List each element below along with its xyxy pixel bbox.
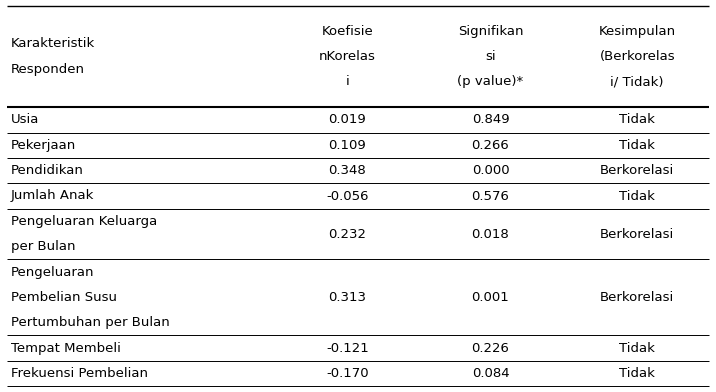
Text: Berkorelasi: Berkorelasi — [600, 291, 674, 304]
Text: (p value)*: (p value)* — [458, 75, 523, 89]
Text: Tidak: Tidak — [619, 341, 655, 355]
Text: Pendidikan: Pendidikan — [11, 164, 84, 177]
Text: Pertumbuhan per Bulan: Pertumbuhan per Bulan — [11, 316, 170, 329]
Text: Karakteristik: Karakteristik — [11, 37, 95, 51]
Text: 0.232: 0.232 — [328, 227, 367, 241]
Text: 0.001: 0.001 — [472, 291, 509, 304]
Text: Tempat Membeli: Tempat Membeli — [11, 341, 120, 355]
Text: Koefisie: Koefisie — [321, 25, 373, 38]
Text: i: i — [345, 75, 349, 89]
Text: Tidak: Tidak — [619, 113, 655, 127]
Text: -0.121: -0.121 — [326, 341, 369, 355]
Text: 0.266: 0.266 — [472, 139, 509, 152]
Text: 0.018: 0.018 — [472, 227, 509, 241]
Text: 0.109: 0.109 — [329, 139, 366, 152]
Text: 0.084: 0.084 — [472, 367, 509, 380]
Text: nKorelas: nKorelas — [319, 50, 376, 63]
Text: -0.170: -0.170 — [326, 367, 369, 380]
Text: Tidak: Tidak — [619, 189, 655, 203]
Text: si: si — [485, 50, 495, 63]
Text: Pembelian Susu: Pembelian Susu — [11, 291, 117, 304]
Text: Responden: Responden — [11, 63, 84, 76]
Text: Jumlah Anak: Jumlah Anak — [11, 189, 94, 203]
Text: Berkorelasi: Berkorelasi — [600, 164, 674, 177]
Text: -0.056: -0.056 — [326, 189, 369, 203]
Text: Pengeluaran Keluarga: Pengeluaran Keluarga — [11, 215, 157, 228]
Text: Tidak: Tidak — [619, 139, 655, 152]
Text: (Berkorelas: (Berkorelas — [599, 50, 675, 63]
Text: 0.313: 0.313 — [328, 291, 367, 304]
Text: Tidak: Tidak — [619, 367, 655, 380]
Text: Pekerjaan: Pekerjaan — [11, 139, 76, 152]
Text: Kesimpulan: Kesimpulan — [599, 25, 676, 38]
Text: 0.348: 0.348 — [329, 164, 366, 177]
Text: i/ Tidak): i/ Tidak) — [611, 75, 664, 89]
Text: per Bulan: per Bulan — [11, 240, 75, 253]
Text: Usia: Usia — [11, 113, 39, 127]
Text: 0.000: 0.000 — [472, 164, 509, 177]
Text: 0.576: 0.576 — [472, 189, 509, 203]
Text: Frekuensi Pembelian: Frekuensi Pembelian — [11, 367, 147, 380]
Text: 0.019: 0.019 — [329, 113, 366, 127]
Text: Pengeluaran: Pengeluaran — [11, 265, 95, 279]
Text: Berkorelasi: Berkorelasi — [600, 227, 674, 241]
Text: 0.226: 0.226 — [472, 341, 509, 355]
Text: 0.849: 0.849 — [472, 113, 509, 127]
Text: Signifikan: Signifikan — [458, 25, 523, 38]
